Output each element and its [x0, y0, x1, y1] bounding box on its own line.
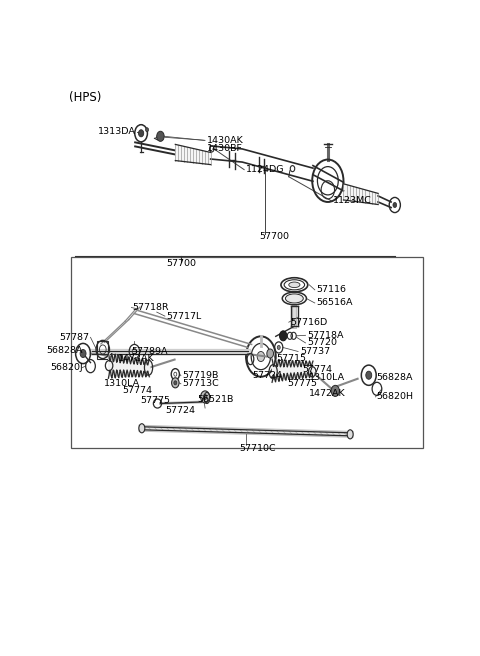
Ellipse shape — [347, 430, 353, 439]
Text: 57116: 57116 — [317, 285, 347, 295]
Circle shape — [172, 378, 179, 388]
Text: 57787: 57787 — [60, 333, 90, 342]
Text: 1123MC: 1123MC — [334, 196, 372, 205]
Text: 57774: 57774 — [302, 365, 332, 374]
Ellipse shape — [286, 294, 303, 303]
Bar — [71, 256, 423, 449]
Circle shape — [139, 130, 144, 137]
Text: 57719B: 57719B — [183, 371, 219, 380]
Text: 1310LA: 1310LA — [104, 379, 140, 388]
Ellipse shape — [289, 282, 300, 287]
Text: 57718R: 57718R — [132, 303, 169, 312]
Text: 57716D: 57716D — [290, 318, 328, 327]
Text: 57775: 57775 — [140, 396, 170, 405]
Text: 57775: 57775 — [287, 379, 317, 388]
Circle shape — [156, 131, 164, 141]
Circle shape — [145, 128, 148, 132]
Text: 57700: 57700 — [166, 259, 196, 268]
Circle shape — [331, 385, 339, 396]
Text: 57700: 57700 — [259, 232, 289, 241]
Text: 57724: 57724 — [165, 405, 195, 415]
Text: 56820H: 56820H — [376, 392, 413, 401]
Text: 57720: 57720 — [307, 338, 337, 348]
Text: 57774: 57774 — [122, 386, 153, 396]
Text: 1472AK: 1472AK — [309, 390, 346, 398]
Text: 57710C: 57710C — [239, 444, 276, 453]
Text: 57737: 57737 — [300, 347, 330, 356]
Circle shape — [115, 355, 123, 366]
Text: 1430BF: 1430BF — [207, 144, 243, 153]
Text: 56516A: 56516A — [317, 298, 353, 308]
Circle shape — [174, 380, 177, 385]
Text: 56521B: 56521B — [198, 395, 234, 404]
Text: 1430AK: 1430AK — [207, 136, 244, 145]
Ellipse shape — [139, 424, 145, 433]
Circle shape — [366, 371, 372, 379]
Text: 1310LA: 1310LA — [309, 373, 346, 382]
Text: 56828A: 56828A — [47, 346, 83, 355]
Text: 57713C: 57713C — [183, 379, 219, 388]
Text: 1472AK: 1472AK — [118, 354, 154, 363]
Text: 56820J: 56820J — [50, 363, 83, 372]
Circle shape — [80, 350, 86, 358]
Text: 57717L: 57717L — [166, 312, 201, 321]
Circle shape — [277, 346, 280, 350]
Text: 57789A: 57789A — [132, 347, 168, 356]
Text: (HPS): (HPS) — [69, 91, 102, 104]
Text: 57715: 57715 — [276, 354, 307, 363]
Text: 57718A: 57718A — [307, 331, 344, 340]
Text: 57724: 57724 — [252, 371, 283, 380]
Circle shape — [257, 352, 264, 361]
Circle shape — [393, 203, 396, 207]
Circle shape — [203, 394, 207, 400]
Circle shape — [267, 349, 274, 358]
Text: 1313DA: 1313DA — [98, 127, 136, 136]
Text: 1124DG: 1124DG — [246, 165, 285, 174]
Circle shape — [201, 391, 210, 403]
Text: 56828A: 56828A — [376, 373, 413, 382]
Circle shape — [279, 331, 287, 341]
